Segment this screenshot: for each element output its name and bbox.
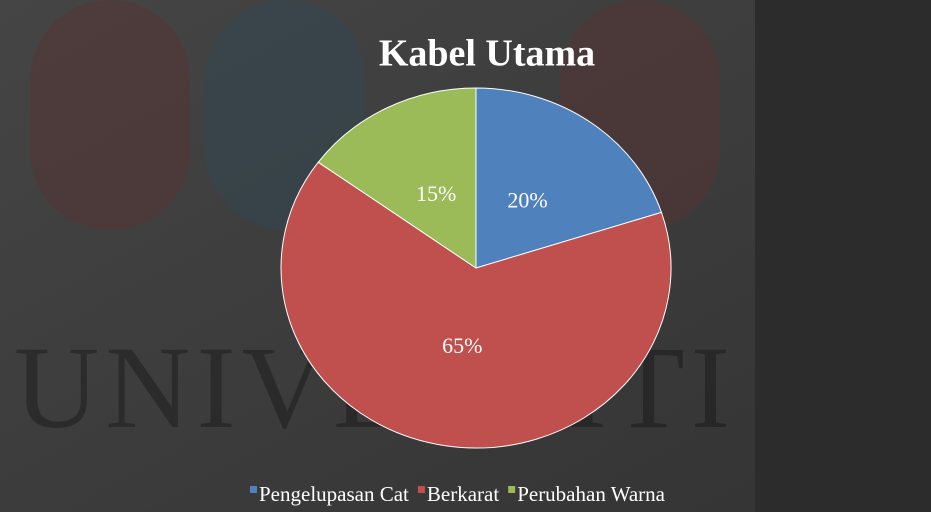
data-label: 65% bbox=[442, 333, 482, 358]
data-label: 15% bbox=[416, 181, 456, 206]
legend-label: Pengelupasan Cat bbox=[259, 482, 409, 506]
pie: 20% 65% 15% bbox=[280, 87, 672, 449]
backdrop-shape bbox=[30, 0, 190, 230]
pie-slice bbox=[280, 161, 672, 449]
legend: Pengelupasan Cat Berkarat Perubahan Warna bbox=[250, 482, 666, 506]
legend-marker bbox=[250, 486, 257, 493]
data-label: 20% bbox=[507, 188, 547, 213]
chart-title: Kabel Utama bbox=[379, 33, 595, 75]
legend-label: Perubahan Warna bbox=[517, 482, 665, 506]
pie-slice bbox=[317, 87, 477, 269]
legend-marker bbox=[417, 486, 425, 493]
legend-marker bbox=[508, 486, 516, 493]
legend-label: Berkarat bbox=[427, 482, 499, 506]
side-panel bbox=[755, 0, 931, 512]
pie-slice bbox=[475, 87, 663, 269]
